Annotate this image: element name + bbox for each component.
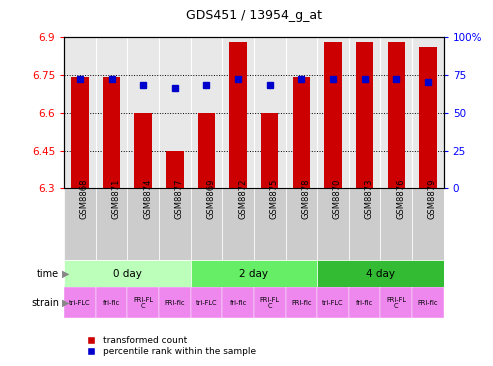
Text: time: time bbox=[37, 269, 59, 279]
Bar bbox=[412, 287, 444, 318]
Bar bbox=[381, 287, 412, 318]
Bar bbox=[324, 42, 342, 188]
Bar bbox=[317, 188, 349, 260]
Bar bbox=[166, 150, 183, 188]
Bar bbox=[229, 42, 247, 188]
Bar bbox=[261, 113, 279, 188]
Bar bbox=[349, 287, 381, 318]
Text: FRI-FL
C: FRI-FL C bbox=[133, 296, 153, 309]
Text: GSM8869: GSM8869 bbox=[207, 179, 215, 219]
Bar bbox=[349, 188, 381, 260]
Bar bbox=[222, 287, 254, 318]
Text: tri-FLC: tri-FLC bbox=[322, 300, 344, 306]
Bar bbox=[356, 42, 373, 188]
Bar bbox=[64, 188, 96, 260]
Text: GSM8875: GSM8875 bbox=[270, 179, 279, 219]
Text: GSM8879: GSM8879 bbox=[428, 179, 437, 219]
Bar bbox=[191, 260, 317, 287]
Text: FRI-flc: FRI-flc bbox=[291, 300, 312, 306]
Bar bbox=[127, 188, 159, 260]
Bar bbox=[96, 188, 127, 260]
Text: GSM8870: GSM8870 bbox=[333, 179, 342, 219]
Text: tri-FLC: tri-FLC bbox=[69, 300, 91, 306]
Text: FRI-flc: FRI-flc bbox=[165, 300, 185, 306]
Text: fri-flc: fri-flc bbox=[229, 300, 246, 306]
Text: GSM8877: GSM8877 bbox=[175, 179, 184, 220]
Text: FRI-flc: FRI-flc bbox=[418, 300, 438, 306]
Text: GSM8872: GSM8872 bbox=[238, 179, 247, 219]
Text: FRI-FL
C: FRI-FL C bbox=[386, 296, 406, 309]
Bar bbox=[222, 188, 254, 260]
Bar bbox=[285, 188, 317, 260]
Bar bbox=[96, 287, 127, 318]
Bar bbox=[412, 188, 444, 260]
Bar bbox=[191, 287, 222, 318]
Bar bbox=[381, 188, 412, 260]
Text: GSM8871: GSM8871 bbox=[111, 179, 121, 219]
Text: ▶: ▶ bbox=[62, 269, 69, 279]
Bar bbox=[387, 42, 405, 188]
Text: strain: strain bbox=[31, 298, 59, 308]
Bar bbox=[191, 188, 222, 260]
Text: GDS451 / 13954_g_at: GDS451 / 13954_g_at bbox=[186, 9, 322, 22]
Legend: transformed count, percentile rank within the sample: transformed count, percentile rank withi… bbox=[78, 332, 260, 360]
Text: GSM8878: GSM8878 bbox=[301, 179, 311, 220]
Text: 2 day: 2 day bbox=[240, 269, 268, 279]
Bar bbox=[317, 287, 349, 318]
Bar bbox=[198, 113, 215, 188]
Bar bbox=[293, 77, 310, 188]
Bar bbox=[159, 287, 191, 318]
Text: tri-FLC: tri-FLC bbox=[196, 300, 217, 306]
Text: ▶: ▶ bbox=[62, 298, 69, 308]
Bar bbox=[64, 260, 191, 287]
Text: fri-flc: fri-flc bbox=[356, 300, 373, 306]
Text: 4 day: 4 day bbox=[366, 269, 395, 279]
Bar bbox=[285, 287, 317, 318]
Bar bbox=[159, 188, 191, 260]
Bar bbox=[127, 287, 159, 318]
Bar bbox=[317, 260, 444, 287]
Bar bbox=[103, 77, 120, 188]
Text: GSM8874: GSM8874 bbox=[143, 179, 152, 219]
Text: GSM8868: GSM8868 bbox=[80, 179, 89, 220]
Text: FRI-FL
C: FRI-FL C bbox=[260, 296, 280, 309]
Bar bbox=[254, 188, 285, 260]
Text: 0 day: 0 day bbox=[113, 269, 142, 279]
Bar bbox=[71, 77, 89, 188]
Text: GSM8873: GSM8873 bbox=[365, 179, 374, 220]
Text: GSM8876: GSM8876 bbox=[396, 179, 405, 220]
Bar bbox=[64, 287, 96, 318]
Bar bbox=[135, 113, 152, 188]
Text: fri-flc: fri-flc bbox=[103, 300, 120, 306]
Bar bbox=[254, 287, 285, 318]
Bar bbox=[419, 47, 437, 188]
